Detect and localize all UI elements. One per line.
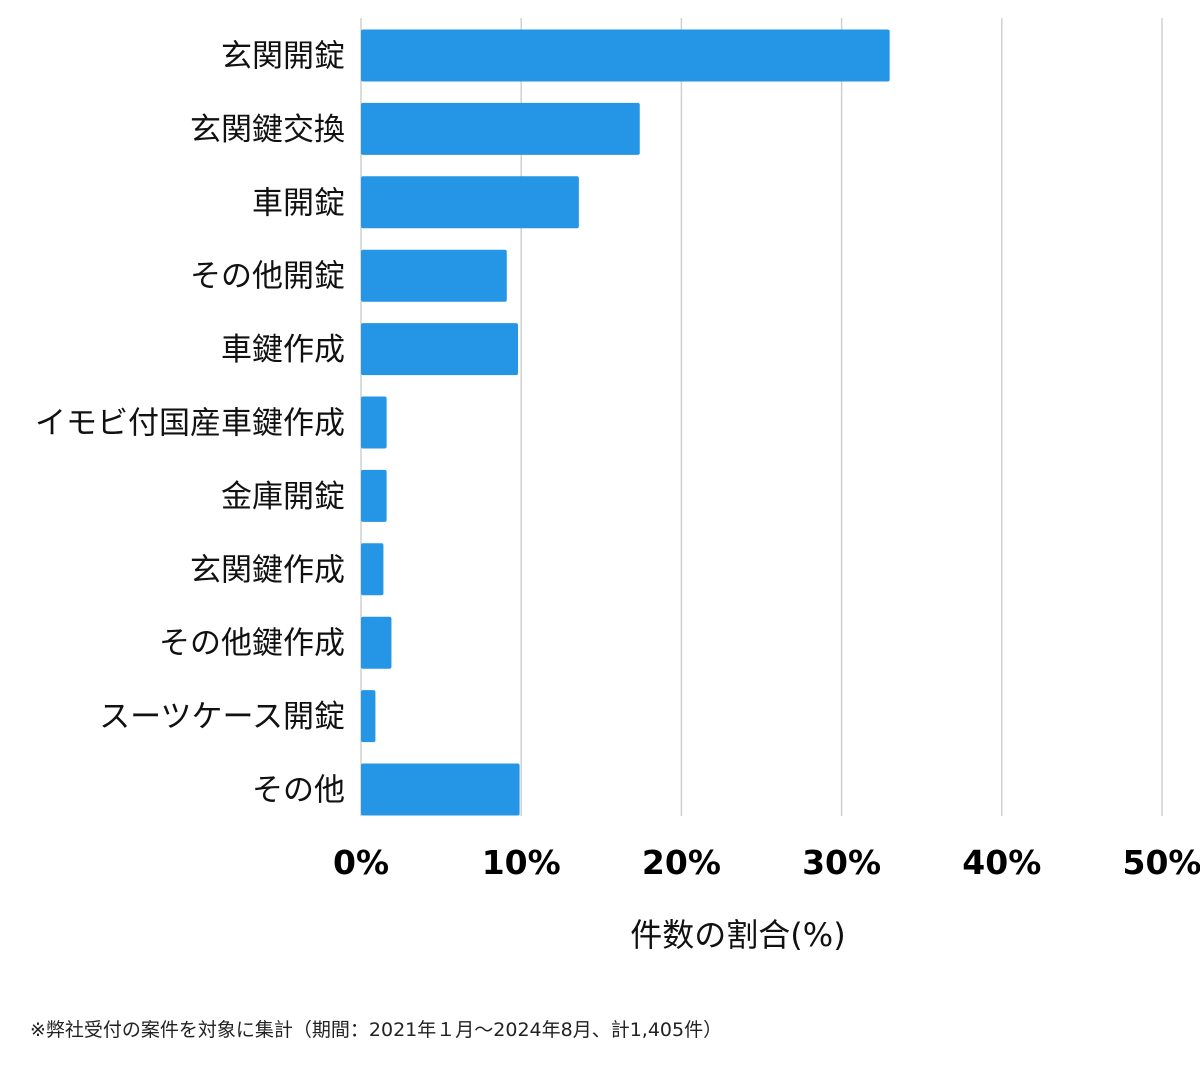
bar <box>361 396 387 449</box>
bar <box>361 763 520 816</box>
category-label: その他鍵作成 <box>159 626 345 662</box>
x-tick-label: 50% <box>1123 843 1200 882</box>
category-label: 玄関鍵交換 <box>190 112 345 148</box>
x-tick-label: 0% <box>333 843 389 882</box>
category-label: 車鍵作成 <box>221 332 345 368</box>
category-labels: 玄関開錠玄関鍵交換車開錠その他開錠車鍵作成イモビ付国産車鍵作成金庫開錠玄関鍵作成… <box>35 39 345 809</box>
bar <box>361 176 579 229</box>
category-label: その他開錠 <box>190 259 345 295</box>
category-label: 金庫開錠 <box>221 479 345 515</box>
x-tick-label: 40% <box>962 843 1041 882</box>
bar <box>361 323 518 376</box>
bar <box>361 690 376 743</box>
x-axis-title: 件数の割合(%) <box>630 916 845 954</box>
x-tick-labels: 0% 10% 20% 30% 40% 50% <box>333 843 1200 882</box>
category-label: 玄関鍵作成 <box>190 552 345 588</box>
category-label: イモビ付国産車鍵作成 <box>35 406 345 442</box>
category-label: 玄関開錠 <box>221 39 345 75</box>
bar-layer <box>361 29 890 816</box>
bar-chart: 玄関開錠玄関鍵交換車開錠その他開錠車鍵作成イモビ付国産車鍵作成金庫開錠玄関鍵作成… <box>35 18 1200 954</box>
category-label: スーツケース開錠 <box>99 699 345 735</box>
category-label: その他 <box>252 773 345 809</box>
bar <box>361 616 392 669</box>
bar <box>361 469 387 522</box>
category-label: 車開錠 <box>252 185 345 221</box>
bar <box>361 249 507 302</box>
x-tick-label: 10% <box>482 843 561 882</box>
bar <box>361 543 384 596</box>
footnote: ※弊社受付の案件を対象に集計（期間：2021年１月〜2024年8月、計1,405… <box>30 1019 723 1041</box>
x-tick-label: 30% <box>802 843 881 882</box>
x-tick-label: 20% <box>642 843 721 882</box>
bar <box>361 29 890 82</box>
bar <box>361 102 640 155</box>
